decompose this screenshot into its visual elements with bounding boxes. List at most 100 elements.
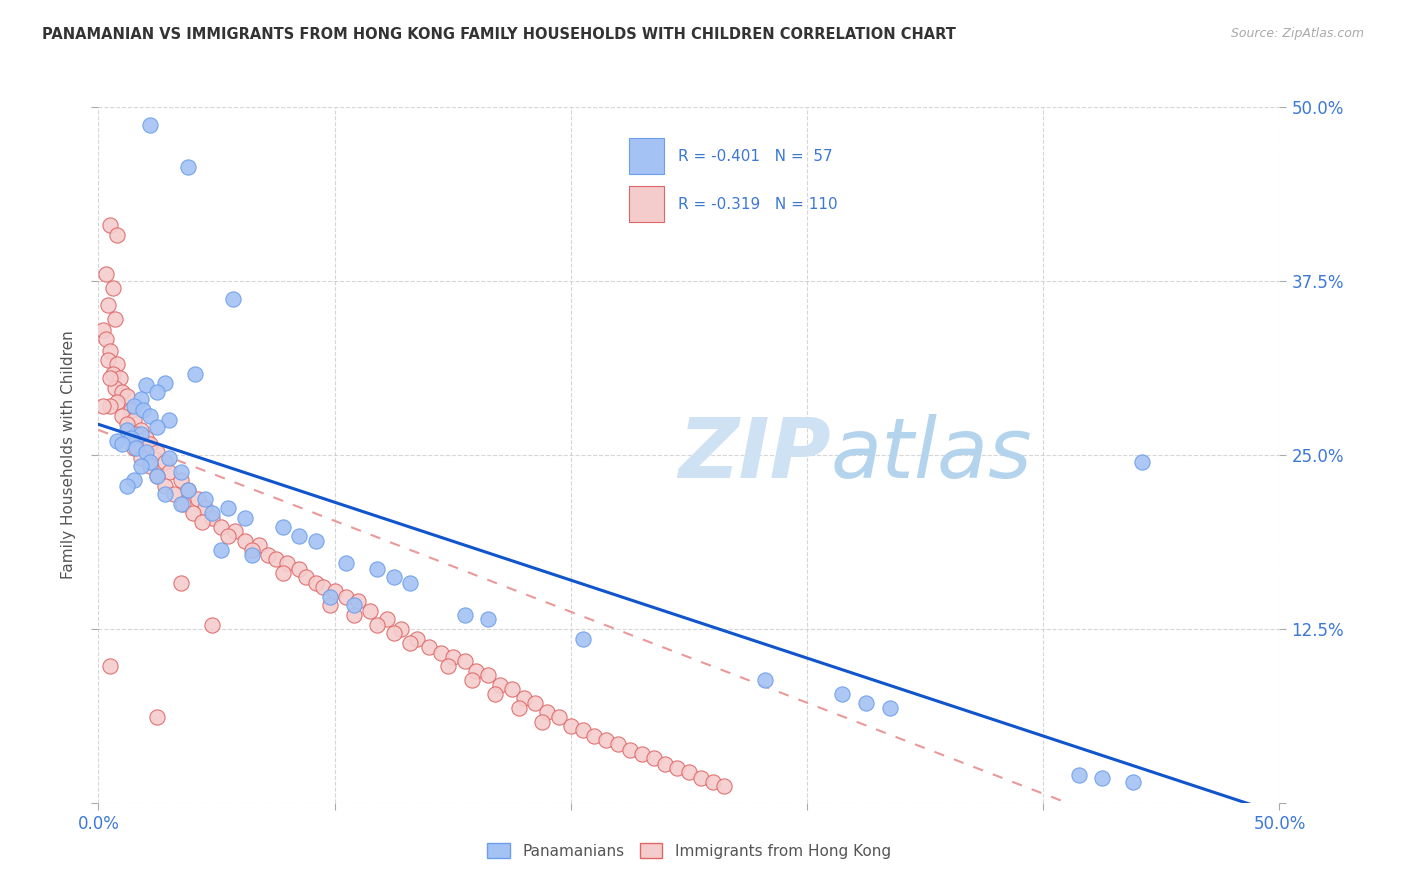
Point [323, 584, 346, 599]
Point [418, 640, 440, 654]
Point [382, 626, 405, 640]
Point [108, 371, 131, 385]
Point [754, 673, 776, 688]
Point [191, 515, 214, 529]
Point [1091, 771, 1114, 785]
Point [135, 445, 157, 459]
Point [104, 311, 127, 326]
Point [115, 423, 138, 437]
Point [194, 500, 217, 515]
Point [121, 431, 143, 445]
Text: ZIP: ZIP [678, 415, 831, 495]
Point [607, 737, 630, 751]
Point [571, 632, 593, 646]
Point [335, 590, 357, 604]
Point [170, 465, 193, 479]
Point [129, 392, 152, 407]
Point [630, 747, 652, 761]
Point [524, 696, 547, 710]
Point [135, 378, 157, 392]
Point [347, 594, 370, 608]
Point [233, 510, 256, 524]
Point [678, 765, 700, 780]
Point [94, 333, 117, 347]
Text: R = -0.319   N = 110: R = -0.319 N = 110 [678, 196, 838, 211]
Point [139, 118, 162, 132]
Point [201, 510, 224, 524]
Point [583, 729, 606, 743]
Point [201, 617, 224, 632]
Point [111, 409, 134, 423]
Point [319, 598, 342, 612]
Point [654, 756, 676, 771]
Point [477, 612, 499, 626]
Text: atlas: atlas [831, 415, 1032, 495]
Point [531, 715, 554, 730]
Point [125, 441, 148, 455]
Point [153, 487, 176, 501]
Point [460, 673, 482, 688]
Point [91, 399, 114, 413]
Point [342, 607, 364, 622]
Point [441, 649, 464, 664]
Point [271, 566, 294, 581]
Point [163, 487, 186, 501]
Point [305, 534, 328, 549]
Point [276, 557, 298, 571]
Legend: Panamanians, Immigrants from Hong Kong: Panamanians, Immigrants from Hong Kong [481, 837, 897, 864]
Point [125, 427, 148, 442]
Point [170, 576, 193, 591]
Point [855, 696, 877, 710]
Point [104, 381, 127, 395]
Point [91, 323, 114, 337]
Point [209, 542, 232, 557]
Point [217, 528, 239, 542]
Point [122, 441, 145, 455]
Point [105, 434, 128, 448]
Point [430, 646, 453, 660]
Point [132, 403, 155, 417]
Point [129, 423, 152, 437]
Point [437, 659, 460, 673]
Point [619, 743, 641, 757]
Point [295, 570, 318, 584]
Point [288, 562, 311, 576]
Point [122, 399, 145, 413]
Point [97, 353, 120, 368]
Point [233, 534, 256, 549]
Point [453, 607, 475, 622]
FancyBboxPatch shape [628, 186, 664, 222]
Point [157, 413, 180, 427]
Point [115, 389, 138, 403]
Point [288, 528, 311, 542]
Point [177, 483, 200, 497]
Point [122, 413, 145, 427]
Point [595, 733, 617, 747]
Point [146, 468, 169, 483]
Point [122, 473, 145, 487]
Point [157, 450, 180, 465]
Point [139, 458, 162, 473]
Point [508, 701, 530, 715]
Point [146, 445, 169, 459]
Point [465, 664, 488, 678]
Point [105, 395, 128, 409]
Point [217, 500, 239, 515]
Point [184, 368, 207, 382]
Point [111, 437, 134, 451]
Point [101, 281, 124, 295]
Point [399, 576, 422, 591]
Point [115, 417, 138, 432]
Point [512, 691, 534, 706]
Point [489, 677, 512, 691]
Point [135, 431, 157, 445]
Point [98, 219, 121, 233]
Point [139, 437, 162, 451]
Point [187, 492, 209, 507]
Point [312, 580, 335, 594]
Point [689, 771, 711, 785]
Point [94, 267, 117, 281]
Point [1132, 455, 1154, 469]
Point [501, 681, 523, 696]
Point [359, 604, 381, 618]
